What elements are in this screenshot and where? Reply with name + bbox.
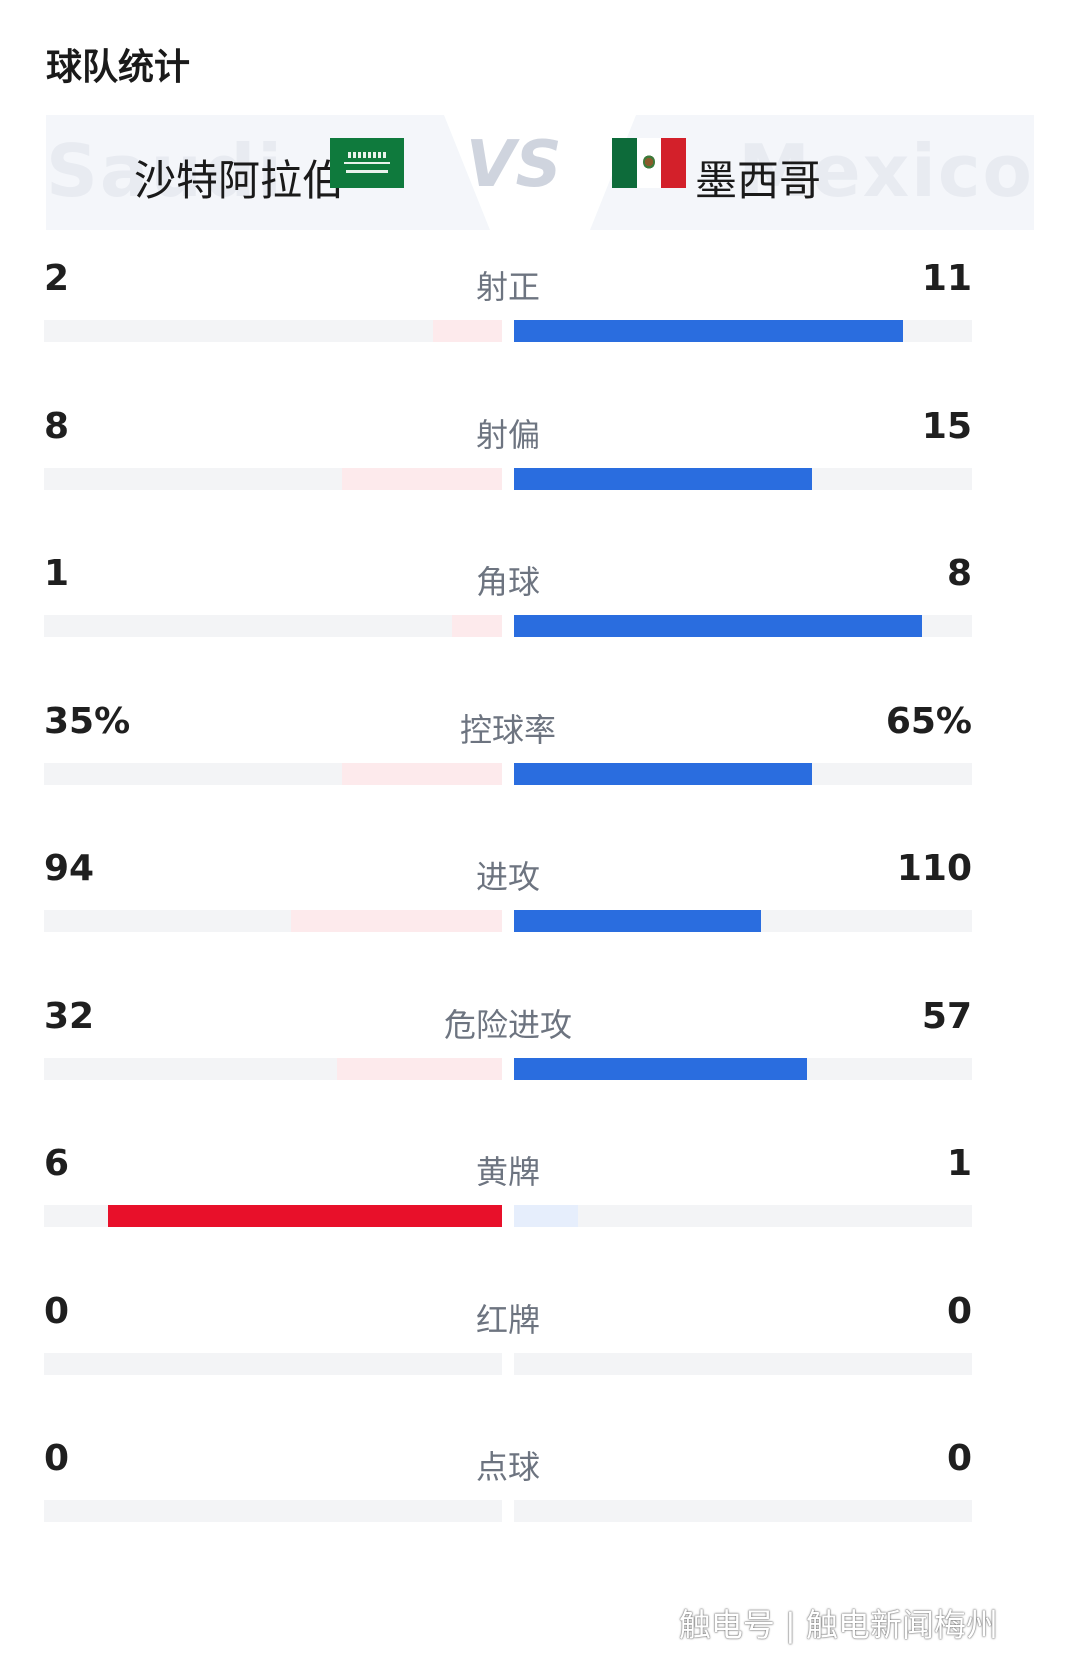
home-watermark: Saudi <box>46 129 284 213</box>
away-value: 65% <box>885 700 972 742</box>
away-value: 15 <box>921 405 972 447</box>
away-bar-track <box>514 615 972 637</box>
footer-watermark: 触电号 | 触电新闻梅州 <box>678 1606 998 1644</box>
home-team-name[interactable]: 沙特阿拉伯 <box>134 156 345 205</box>
stat-row: 94 进攻 110 <box>44 848 972 958</box>
away-bar-track <box>514 910 972 932</box>
stat-label: 控球率 <box>459 710 556 749</box>
home-bar-fill <box>108 1205 502 1227</box>
home-value: 94 <box>44 848 95 889</box>
home-team-panel: Saudi <box>46 115 490 230</box>
home-bar-fill <box>291 910 502 932</box>
stat-label: 黄牌 <box>475 1153 540 1191</box>
stat-row: 1 角球 8 <box>44 553 972 663</box>
stat-row: 6 黄牌 1 <box>44 1143 972 1253</box>
away-bar-track <box>514 1205 972 1227</box>
stat-label: 角球 <box>475 563 540 601</box>
away-value: 110 <box>896 848 972 889</box>
home-bar-track <box>44 615 502 637</box>
stat-label: 危险进攻 <box>443 1005 572 1044</box>
away-bar-fill <box>514 1205 578 1227</box>
away-bar-track <box>514 1352 972 1375</box>
away-bar-fill <box>514 762 812 785</box>
home-bar-track <box>44 1205 502 1227</box>
home-bar-track <box>44 1057 502 1080</box>
stat-row: 0 红牌 0 <box>44 1291 972 1401</box>
away-value: 0 <box>946 1290 972 1332</box>
home-bar-fill <box>433 320 502 342</box>
away-value: 57 <box>921 995 972 1037</box>
away-value: 1 <box>946 1143 972 1184</box>
stat-row: 32 危险进攻 57 <box>44 996 972 1106</box>
home-value: 0 <box>44 1290 70 1332</box>
away-value: 11 <box>921 258 972 299</box>
away-value: 8 <box>946 553 972 594</box>
stat-label: 红牌 <box>475 1300 540 1339</box>
stat-label: 进攻 <box>475 858 540 896</box>
home-value: 2 <box>44 258 70 299</box>
home-value: 6 <box>44 1143 70 1184</box>
home-bar-fill <box>337 1057 502 1080</box>
away-bar-track <box>514 320 972 342</box>
home-bar-track <box>44 910 502 932</box>
stat-label: 射偏 <box>475 415 540 454</box>
stat-label: 点球 <box>475 1448 540 1486</box>
vs-label: VS <box>466 128 562 202</box>
home-value: 0 <box>44 1438 70 1479</box>
stat-row: 0 点球 0 <box>44 1438 972 1548</box>
away-bar-fill <box>514 615 922 637</box>
stat-row: 8 射偏 15 <box>44 406 972 516</box>
away-bar-track <box>514 762 972 785</box>
away-bar-fill <box>514 910 761 932</box>
home-bar-track <box>44 467 502 490</box>
home-bar-track <box>44 762 502 785</box>
home-value: 32 <box>44 995 95 1037</box>
stat-row: 35% 控球率 65% <box>44 701 972 811</box>
away-bar-track <box>514 1057 972 1080</box>
home-value: 8 <box>44 405 70 447</box>
home-bar-track <box>44 1352 502 1375</box>
home-bar-track <box>44 320 502 342</box>
home-bar-fill <box>452 615 502 637</box>
home-bar-fill <box>342 762 502 785</box>
home-bar-track <box>44 1500 502 1522</box>
section-title: 球队统计 <box>46 47 191 88</box>
away-bar-track <box>514 1500 972 1522</box>
home-bar-fill <box>342 467 502 490</box>
away-bar-fill <box>514 320 903 342</box>
away-value: 0 <box>946 1438 972 1479</box>
team-header: Saudi Mexico <box>46 115 1034 230</box>
away-bar-fill <box>514 467 812 490</box>
home-value: 1 <box>44 553 70 594</box>
home-value: 35% <box>44 700 131 742</box>
saudi-arabia-flag-icon <box>330 138 404 188</box>
stat-row: 2 射正 11 <box>44 258 972 368</box>
away-bar-track <box>514 467 972 490</box>
stat-label: 射正 <box>475 268 540 306</box>
away-watermark: Mexico <box>738 129 1034 213</box>
away-team-name[interactable]: 墨西哥 <box>695 156 822 205</box>
mexico-flag-icon <box>612 138 687 188</box>
away-bar-fill <box>514 1057 807 1080</box>
